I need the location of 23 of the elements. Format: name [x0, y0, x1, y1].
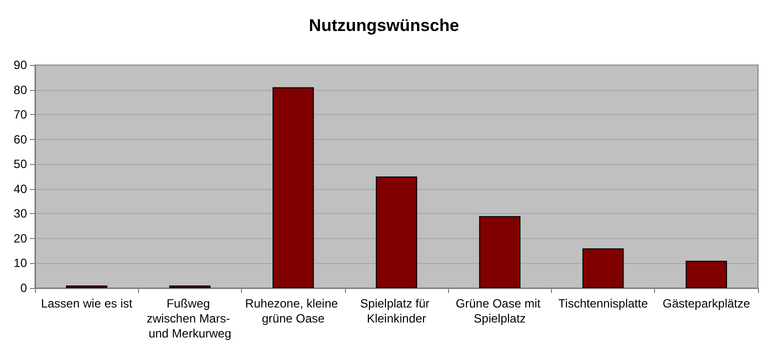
bar — [272, 87, 314, 288]
y-tick-label: 0 — [20, 281, 28, 295]
y-tick-label: 60 — [14, 132, 28, 146]
y-tick-label: 20 — [14, 231, 28, 246]
y-tick-label: 80 — [14, 82, 28, 97]
y-tick-label: 90 — [14, 58, 28, 72]
bar — [686, 260, 728, 288]
bar — [582, 248, 624, 288]
chart-title: Nutzungswünsche — [308, 16, 460, 35]
x-tick-label: Grüne Oase mit Spielplatz — [456, 296, 544, 326]
x-tick-label: Ruhezone, kleine grüne Oase — [245, 296, 342, 326]
y-tick-label: 30 — [14, 206, 28, 221]
bar — [479, 216, 520, 288]
y-tick-label: 50 — [14, 157, 28, 172]
x-tick-label: Gästeparkplätze — [662, 296, 750, 310]
bar — [376, 176, 418, 288]
x-tick-label: Lassen wie es ist — [40, 296, 133, 310]
y-tick-label: 70 — [14, 108, 28, 122]
x-tick-label: Tischtennisplatte — [558, 296, 648, 310]
y-tick-label: 10 — [14, 256, 28, 270]
x-tick-label: Spielplatz für Kleinkinder — [360, 296, 433, 326]
x-tick-label: Fußweg zwischen Mars- und Merkurweg — [146, 296, 234, 340]
y-tick-label: 40 — [14, 182, 28, 196]
